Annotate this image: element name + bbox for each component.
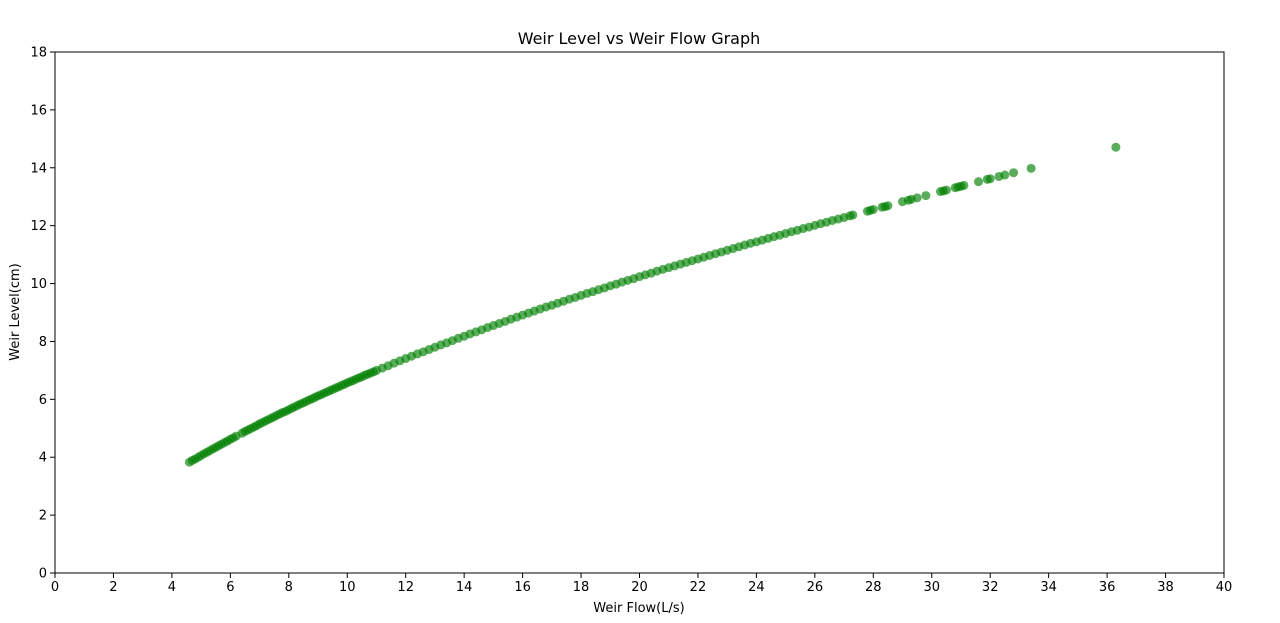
y-tick-label: 8 <box>39 335 47 350</box>
x-tick-label: 38 <box>1157 580 1174 595</box>
x-tick-label: 30 <box>923 580 940 595</box>
data-point <box>1000 170 1010 180</box>
x-tick-label: 16 <box>514 580 531 595</box>
x-tick-label: 26 <box>807 580 824 595</box>
x-tick-label: 0 <box>51 580 59 595</box>
data-points <box>184 142 1121 467</box>
data-point <box>1009 168 1019 178</box>
data-point <box>974 177 984 187</box>
x-axis-label: Weir Flow(L/s) <box>593 601 684 616</box>
y-tick-label: 0 <box>39 567 47 582</box>
x-tick-label: 20 <box>631 580 648 595</box>
y-tick-label: 4 <box>39 451 47 466</box>
y-tick-label: 10 <box>30 277 47 292</box>
x-tick-label: 2 <box>109 580 117 595</box>
y-axis-label: Weir Level(cm) <box>8 263 23 360</box>
x-tick-label: 24 <box>748 580 765 595</box>
x-axis-ticks: 0 2 4 6 8 10 12 14 16 18 20 22 24 26 28 30 32 34 36 38 40 <box>51 573 1232 595</box>
x-tick-label: 12 <box>397 580 414 595</box>
y-tick-label: 12 <box>30 219 47 234</box>
y-tick-label: 18 <box>30 46 47 61</box>
x-tick-label: 22 <box>690 580 707 595</box>
y-tick-label: 6 <box>39 393 47 408</box>
x-tick-label: 34 <box>1040 580 1057 595</box>
x-tick-label: 28 <box>865 580 882 595</box>
data-point <box>1026 163 1036 173</box>
x-tick-label: 18 <box>573 580 590 595</box>
y-tick-label: 16 <box>30 103 47 118</box>
y-axis-ticks: 0 2 4 6 8 10 12 14 16 18 <box>30 46 55 582</box>
data-point <box>941 185 951 195</box>
x-tick-label: 10 <box>339 580 356 595</box>
x-tick-label: 32 <box>982 580 999 595</box>
y-tick-label: 2 <box>39 509 47 524</box>
x-tick-label: 36 <box>1099 580 1116 595</box>
data-point <box>868 204 878 214</box>
chart-title: Weir Level vs Weir Flow Graph <box>518 29 761 48</box>
x-tick-label: 8 <box>285 580 293 595</box>
plot-frame <box>54 51 1225 574</box>
y-tick-label: 14 <box>30 161 47 176</box>
data-point <box>1111 142 1121 152</box>
data-point <box>848 210 858 220</box>
x-tick-label: 6 <box>226 580 234 595</box>
x-tick-label: 40 <box>1216 580 1233 595</box>
x-tick-label: 4 <box>168 580 176 595</box>
data-point <box>959 180 969 190</box>
data-point <box>921 191 931 201</box>
data-point <box>912 193 922 203</box>
data-point <box>883 201 893 211</box>
data-point <box>985 174 995 184</box>
x-tick-label: 14 <box>456 580 473 595</box>
